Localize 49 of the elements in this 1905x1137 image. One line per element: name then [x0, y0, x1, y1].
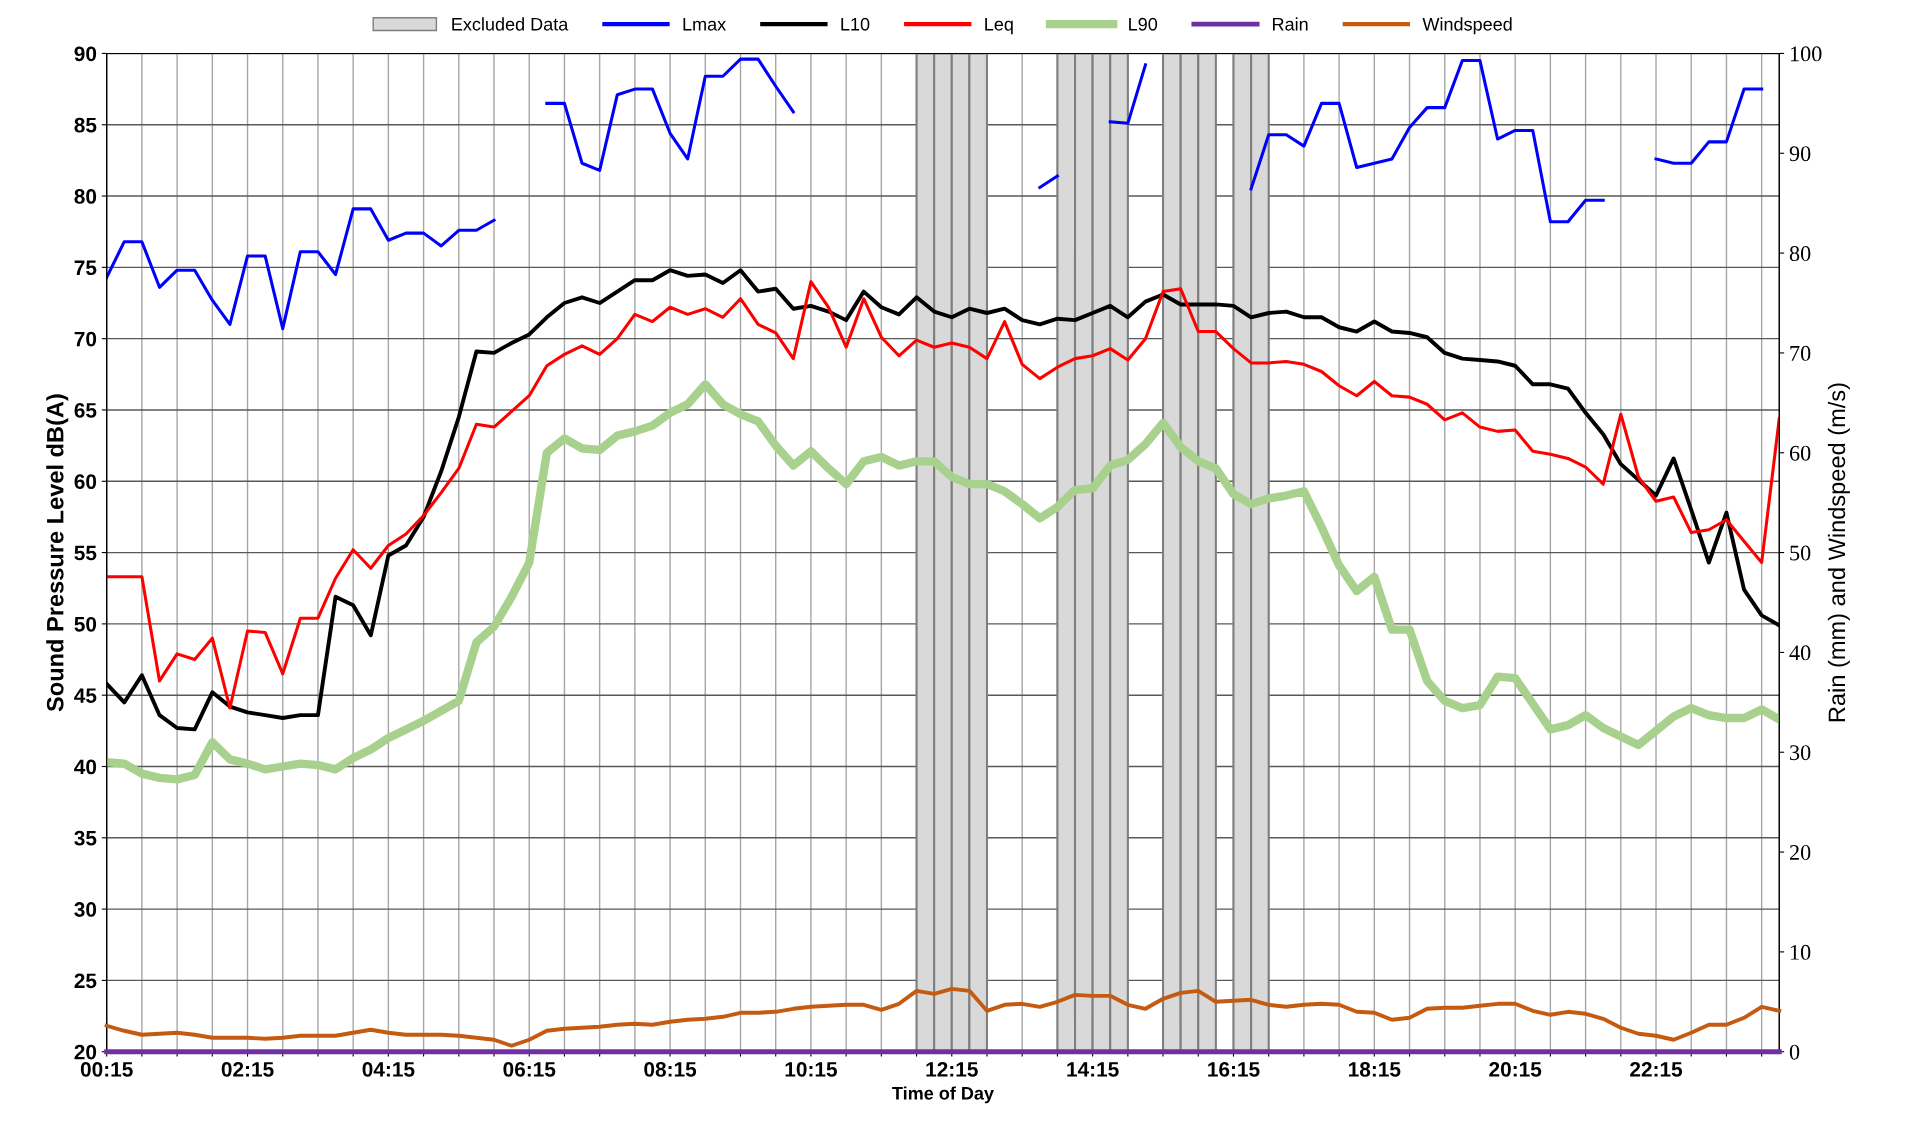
y-tick-label: 25 — [74, 973, 97, 989]
legend-label: Windspeed — [1422, 17, 1512, 35]
y2-tick-label: 60 — [1789, 445, 1811, 461]
y-tick-label: 50 — [74, 616, 97, 632]
y-tick-label: 85 — [74, 117, 97, 133]
y-tick-label: 75 — [74, 260, 97, 276]
y-tick-label: 30 — [74, 902, 97, 917]
x-tick-label: 00:15 — [80, 1062, 133, 1077]
y2-tick-label: 10 — [1790, 944, 1811, 960]
y2-tick-label: 0 — [1789, 1044, 1800, 1060]
y-tick-label: 35 — [74, 830, 97, 846]
legend-label: L90 — [1129, 17, 1158, 31]
x-tick-label: 14:15 — [1067, 1062, 1119, 1077]
y2-tick-label: 90 — [1789, 146, 1811, 162]
y-tick-label: 40 — [74, 759, 97, 775]
y-tick-label: 45 — [74, 688, 97, 703]
x-tick-label: 12:15 — [926, 1062, 978, 1077]
legend-label: L10 — [841, 17, 870, 31]
y2-tick-label: 20 — [1789, 845, 1811, 860]
y-axis-title: Sound Pressure Level dB(A) — [46, 394, 69, 712]
y-tick-label: 60 — [74, 474, 97, 490]
legend-label: Leq — [985, 18, 1013, 35]
y2-tick-label: 70 — [1790, 345, 1811, 361]
x-tick-label: 06:15 — [503, 1062, 556, 1077]
y-tick-label: 55 — [74, 545, 97, 561]
x-tick-label: 08:15 — [644, 1062, 697, 1077]
y-tick-label: 70 — [74, 331, 97, 347]
y-tick-label: 90 — [74, 46, 97, 62]
legend-label: Excluded Data — [452, 17, 569, 31]
y2-tick-label: 40 — [1789, 645, 1811, 661]
y2-tick-label: 100 — [1790, 46, 1822, 62]
y2-tick-label: 80 — [1789, 246, 1811, 262]
y-tick-label: 20 — [74, 1044, 97, 1060]
y2-tick-label: 50 — [1790, 545, 1811, 561]
y2-axis-title: Rain (mm) and Windspeed (m/s) — [1827, 383, 1850, 722]
legend-label: Lmax — [683, 18, 726, 31]
x-tick-label: 02:15 — [221, 1062, 274, 1077]
x-tick-label: 20:15 — [1489, 1062, 1542, 1077]
x-tick-label: 16:15 — [1208, 1062, 1260, 1077]
y-tick-label: 80 — [74, 189, 97, 204]
x-axis-title: Time of Day — [892, 1086, 994, 1104]
legend-label: Rain — [1273, 17, 1308, 31]
x-tick-label: 10:15 — [785, 1062, 837, 1077]
line-series — [104, 986, 1782, 1048]
y2-tick-label: 30 — [1790, 745, 1811, 761]
x-tick-label: 22:15 — [1630, 1062, 1683, 1077]
y-tick-label: 65 — [74, 402, 97, 418]
x-tick-label: 04:15 — [362, 1062, 415, 1077]
x-tick-label: 18:15 — [1349, 1062, 1401, 1077]
